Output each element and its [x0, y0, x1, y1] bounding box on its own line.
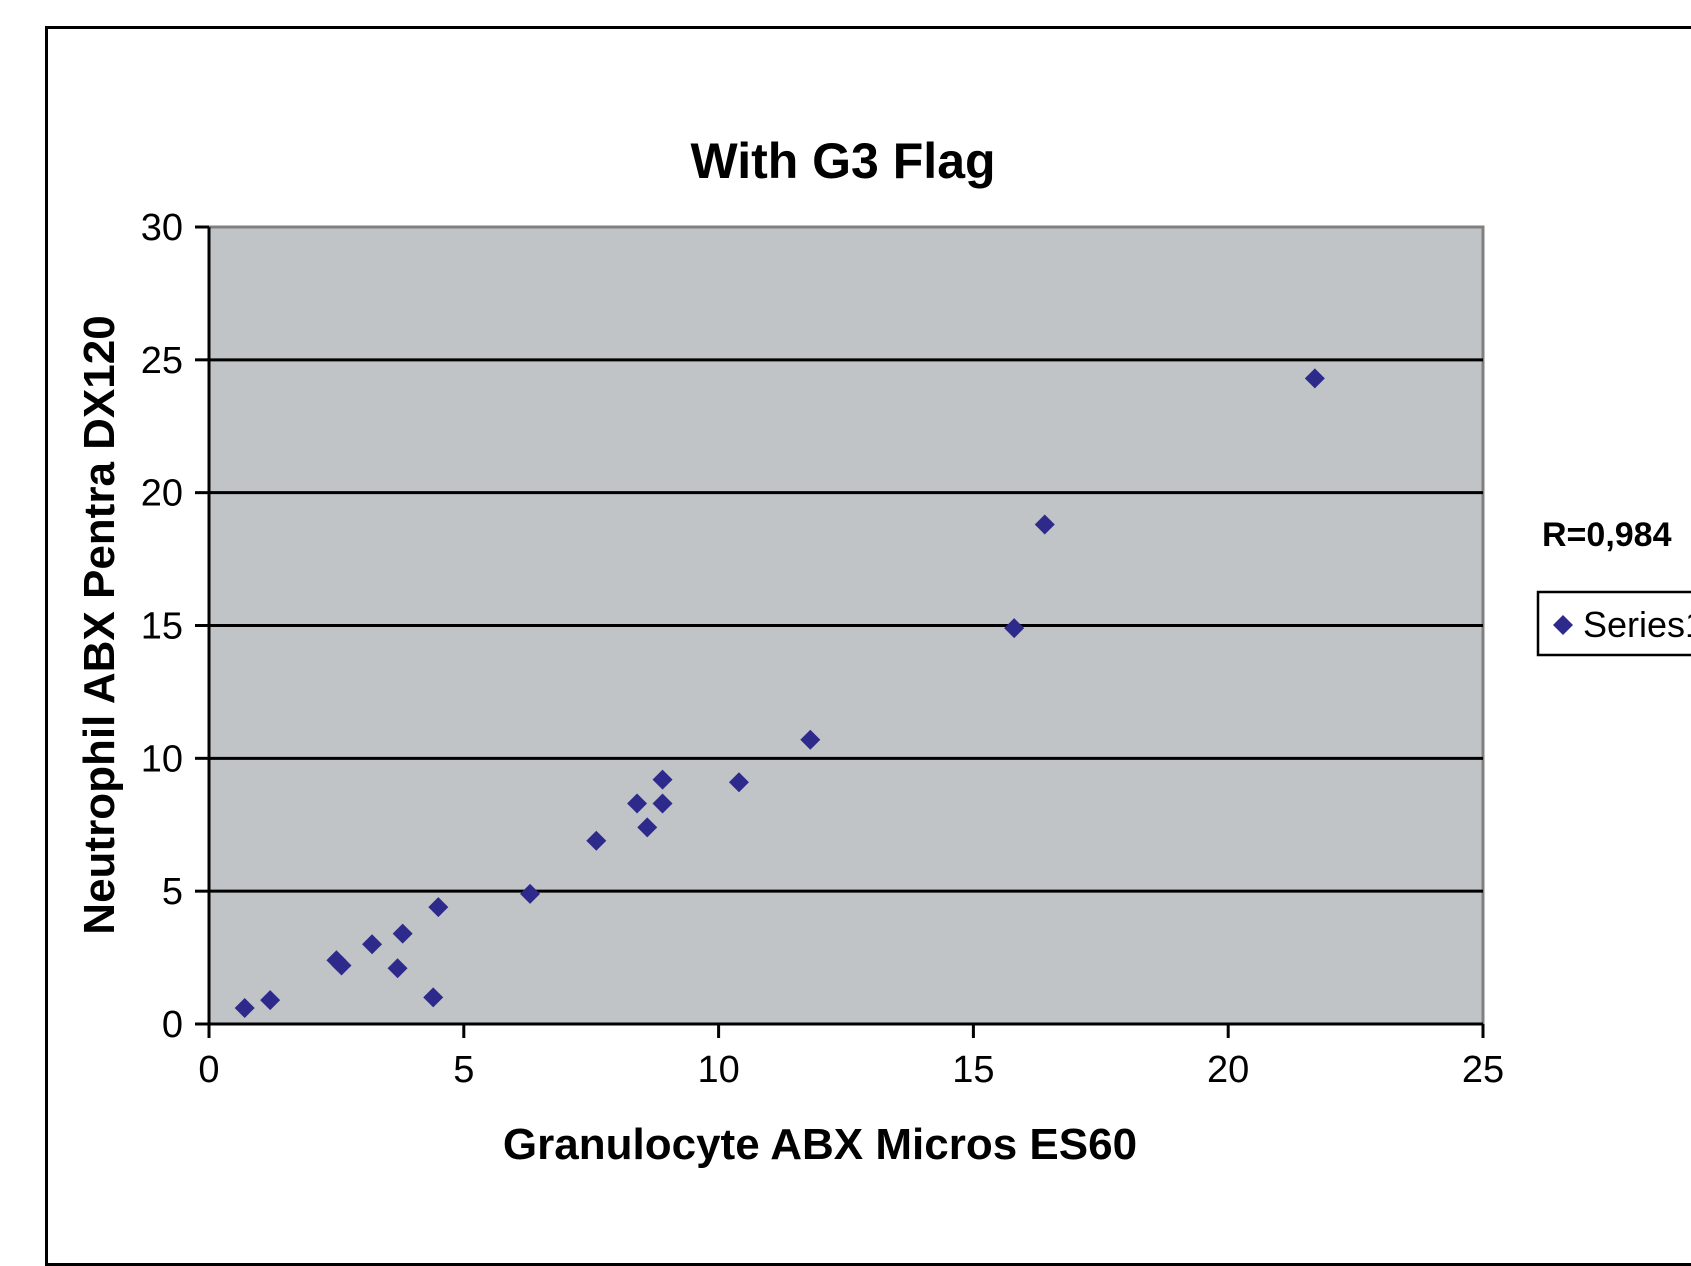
data-point [234, 998, 255, 1019]
x-tick-label: 0 [198, 1049, 219, 1091]
x-tick-label: 25 [1462, 1049, 1504, 1091]
y-tick-label: 0 [162, 1004, 183, 1046]
data-point [392, 923, 413, 944]
data-point [652, 769, 673, 790]
y-axis-label: Neutrophil ABX Pentra DX120 [75, 315, 124, 934]
x-tick-label: 5 [453, 1049, 474, 1091]
y-tick-label: 20 [141, 473, 183, 515]
y-tick-label: 25 [141, 340, 183, 382]
data-point [1304, 368, 1325, 389]
data-point [423, 987, 444, 1008]
gridlines [209, 358, 1483, 893]
y-tick-label: 30 [141, 207, 183, 249]
data-point [652, 793, 673, 814]
data-point [586, 830, 607, 851]
legend: Series1 [1536, 590, 1691, 657]
y-axis-ticks: 0 5 10 15 20 25 30 [141, 207, 209, 1046]
chart-title: With G3 Flag [690, 133, 995, 189]
data-point [627, 793, 648, 814]
diamond-icon [1553, 615, 1573, 635]
x-tick-label: 15 [952, 1049, 994, 1091]
data-point [1034, 514, 1055, 535]
data-point [1004, 618, 1025, 639]
legend-label: Series1 [1583, 604, 1691, 645]
data-point [800, 729, 821, 750]
data-point [387, 958, 408, 979]
data-point [362, 934, 383, 955]
y-tick-label: 5 [162, 871, 183, 913]
y-tick-label: 15 [141, 606, 183, 648]
data-point [331, 955, 352, 976]
y-tick-label: 10 [141, 738, 183, 780]
data-point [520, 883, 541, 904]
data-point [637, 817, 658, 838]
x-axis-ticks: 0 5 10 15 20 25 [198, 1024, 1504, 1091]
data-point [260, 990, 281, 1011]
data-points [234, 368, 1325, 1019]
scatter-chart: With G3 Flag 0 5 10 15 20 25 0 5 10 15 20 25 30 Gra… [75, 133, 1691, 1169]
x-axis-label: Granulocyte ABX Micros ES60 [503, 1120, 1137, 1169]
data-point [728, 772, 749, 793]
x-tick-label: 10 [697, 1049, 739, 1091]
data-point [428, 897, 449, 918]
x-tick-label: 20 [1207, 1049, 1249, 1091]
correlation-annotation: R=0,984 [1542, 516, 1672, 554]
legend-box [1536, 590, 1691, 657]
